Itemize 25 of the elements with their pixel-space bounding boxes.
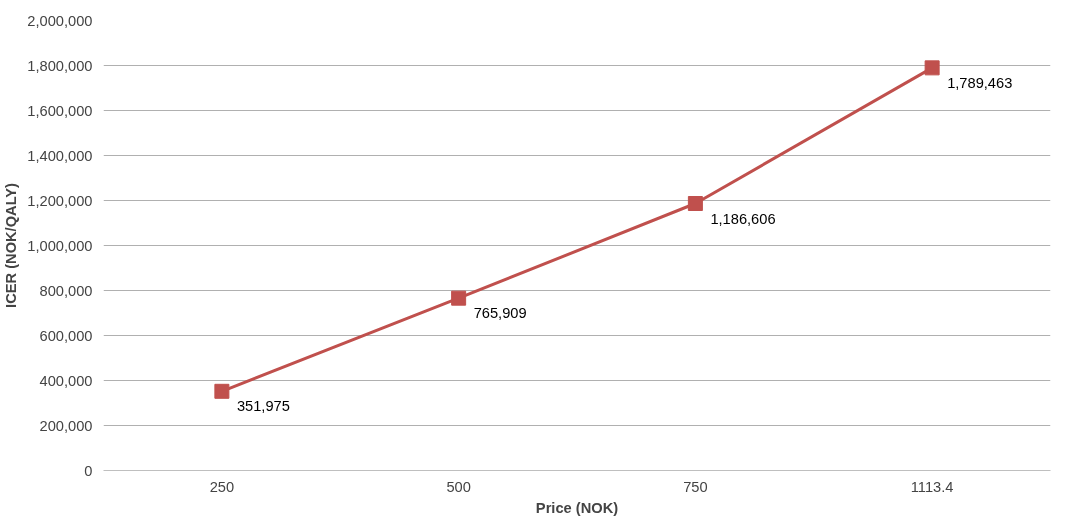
- y-tick-label: 2,000,000: [27, 12, 93, 29]
- y-tick-label: 1,800,000: [27, 57, 93, 74]
- x-tick-label: 1113.4: [910, 478, 954, 495]
- x-tick-label: 750: [683, 478, 708, 495]
- point: [451, 290, 467, 306]
- data-label: 351,975: [236, 398, 290, 415]
- data-label: 765,909: [473, 305, 527, 322]
- y-tick-label: 600,000: [39, 327, 93, 344]
- y-tick-label: 400,000: [39, 372, 93, 389]
- x-tick-label: 500: [446, 478, 471, 495]
- y-tick-label: 1,200,000: [27, 192, 93, 209]
- point: [924, 60, 940, 76]
- point: [687, 196, 703, 212]
- y-tick-label: 1,600,000: [27, 102, 93, 119]
- x-axis-title: Price (NOK): [535, 499, 619, 516]
- x-tick-label: 250: [209, 478, 235, 495]
- y-tick-label: 1,400,000: [27, 147, 93, 164]
- y-tick-label: 1,000,000: [27, 237, 93, 254]
- y-tick-label: 800,000: [39, 282, 93, 299]
- y-tick-label: 200,000: [39, 417, 93, 434]
- data-label: 1,186,606: [710, 210, 776, 227]
- data-label: 1,789,463: [947, 74, 1013, 91]
- point: [214, 383, 230, 399]
- y-axis-title: ICER (NOK/QALY): [3, 182, 20, 308]
- y-tick-label: 0: [84, 462, 93, 479]
